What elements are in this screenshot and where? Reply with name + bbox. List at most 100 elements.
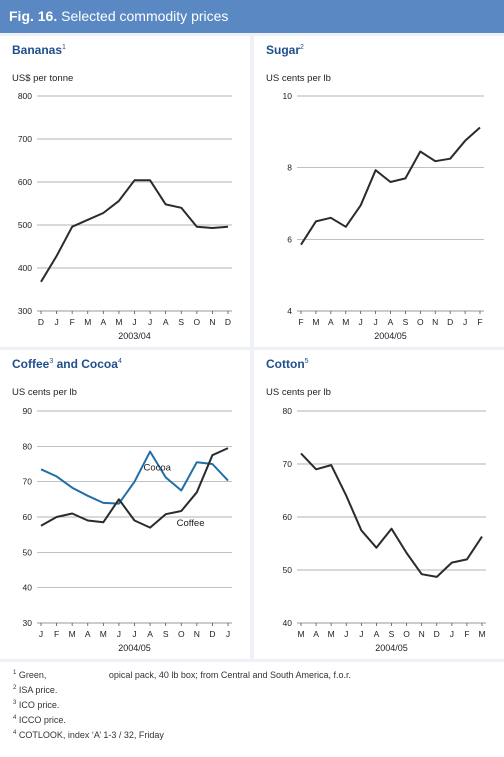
- x-tick-label: D: [209, 629, 215, 639]
- series-annotation: Coffee: [177, 518, 205, 529]
- chart-title: Cotton5: [266, 357, 309, 371]
- footnote-4: 4 ICCO price.: [13, 715, 66, 725]
- y-tick-label: 300: [18, 306, 32, 316]
- x-tick-label: O: [417, 317, 424, 327]
- series-line-bananas: [40, 179, 229, 283]
- y-tick-label: 40: [283, 618, 293, 628]
- x-tick-label: F: [298, 317, 303, 327]
- x-tick-label: D: [447, 317, 453, 327]
- x-tick-label: J: [148, 317, 152, 327]
- x-tick-label: S: [163, 629, 169, 639]
- y-tick-label: 70: [283, 459, 293, 469]
- y-tick-label: 40: [23, 583, 33, 593]
- y-tick-label: 10: [283, 91, 293, 101]
- x-tick-label: J: [132, 629, 136, 639]
- x-tick-label: D: [38, 317, 44, 327]
- x-axis-label: 2004/05: [375, 643, 408, 653]
- y-tick-label: 500: [18, 220, 32, 230]
- y-axis-label: US$ per tonne: [12, 73, 73, 84]
- y-tick-label: 50: [283, 565, 293, 575]
- y-axis-label: US cents per lb: [266, 73, 331, 84]
- x-axis-label: 2004/05: [118, 643, 151, 653]
- chart-title: Sugar2: [266, 43, 304, 57]
- footnote-2: 2 ISA price.: [13, 685, 58, 695]
- x-tick-label: S: [389, 629, 395, 639]
- y-axis-label: US cents per lb: [12, 387, 77, 398]
- chart-title: Bananas1: [12, 43, 66, 57]
- x-axis-label: 2003/04: [118, 331, 151, 341]
- x-tick-label: J: [359, 629, 363, 639]
- x-tick-label: M: [478, 629, 485, 639]
- bananas-chart: Bananas1 US$ per tonne 300 400 500 600 700 800 D…: [12, 43, 232, 341]
- x-tick-label: F: [70, 317, 75, 327]
- y-tick-label: 80: [23, 441, 33, 451]
- figure-title-text: Selected commodity prices: [61, 8, 229, 24]
- y-tick-label: 600: [18, 177, 32, 187]
- y-tick-label: 400: [18, 263, 32, 273]
- y-tick-label: 50: [23, 547, 33, 557]
- x-tick-label: S: [403, 317, 409, 327]
- x-tick-label: O: [403, 629, 410, 639]
- x-tick-label: J: [226, 629, 230, 639]
- x-tick-label: J: [117, 629, 121, 639]
- x-tick-label: M: [100, 629, 107, 639]
- figure-header: Fig. 16. Selected commodity prices: [0, 0, 504, 33]
- x-tick-label: A: [374, 629, 380, 639]
- sugar-panel: Sugar2 US cents per lb 4 6 8 10 F M A M J J A S O N D J F 2…: [254, 36, 504, 347]
- coffee-cocoa-chart: Coffee3 and Cocoa4 US cents per lb 30 40 50 6…: [12, 357, 232, 653]
- series-line-sugar: [300, 126, 481, 246]
- x-tick-label: N: [209, 317, 215, 327]
- x-tick-label: M: [297, 629, 304, 639]
- x-tick-label: N: [432, 317, 438, 327]
- x-tick-label: A: [100, 317, 106, 327]
- y-tick-label: 90: [23, 406, 33, 416]
- y-tick-label: 30: [23, 618, 33, 628]
- y-tick-label: 800: [18, 91, 32, 101]
- x-tick-label: S: [178, 317, 184, 327]
- cotton-panel: Cotton5 US cents per lb 40 50 60 70 80 M A M J J A S O…: [254, 350, 504, 659]
- x-tick-label: A: [163, 317, 169, 327]
- x-tick-label: J: [344, 629, 348, 639]
- x-tick-label: O: [178, 629, 185, 639]
- x-tick-label: N: [419, 629, 425, 639]
- y-tick-label: 70: [23, 477, 33, 487]
- x-tick-label: M: [69, 629, 76, 639]
- x-tick-label: M: [84, 317, 91, 327]
- x-tick-label: F: [464, 629, 469, 639]
- x-tick-label: A: [85, 629, 91, 639]
- x-tick-label: N: [194, 629, 200, 639]
- x-tick-label: J: [54, 317, 58, 327]
- y-tick-label: 60: [23, 512, 33, 522]
- x-tick-label: J: [132, 317, 136, 327]
- y-tick-label: 700: [18, 134, 32, 144]
- x-tick-label: J: [39, 629, 43, 639]
- coffee-cocoa-panel: Coffee3 and Cocoa4 US cents per lb 30 40 50 6…: [0, 350, 250, 659]
- x-tick-label: A: [328, 317, 334, 327]
- y-tick-label: 4: [287, 306, 292, 316]
- figure-label: Fig. 16.: [9, 8, 58, 24]
- y-tick-label: 6: [287, 234, 292, 244]
- y-axis-label: US cents per lb: [266, 387, 331, 398]
- x-tick-label: F: [54, 629, 59, 639]
- y-tick-label: 80: [283, 406, 293, 416]
- x-tick-label: J: [450, 629, 454, 639]
- x-tick-label: O: [194, 317, 201, 327]
- figure-title: Fig. 16. Selected commodity prices: [9, 8, 228, 24]
- series-annotation: Cocoa: [144, 463, 172, 474]
- x-tick-label: M: [342, 317, 349, 327]
- x-tick-label: D: [434, 629, 440, 639]
- footnote-3: 3 ICO price.: [13, 700, 60, 710]
- series-line-cotton: [300, 452, 483, 578]
- x-tick-label: A: [313, 629, 319, 639]
- x-axis-label: 2004/05: [374, 331, 407, 341]
- footnotes: 1 Green, opical pack, 40 lb box; from Ce…: [0, 662, 504, 757]
- chart-title: Coffee3 and Cocoa4: [12, 357, 122, 371]
- x-tick-label: A: [388, 317, 394, 327]
- x-tick-label: F: [477, 317, 482, 327]
- x-tick-label: D: [225, 317, 231, 327]
- x-tick-label: M: [115, 317, 122, 327]
- x-tick-label: M: [312, 317, 319, 327]
- x-tick-label: J: [373, 317, 377, 327]
